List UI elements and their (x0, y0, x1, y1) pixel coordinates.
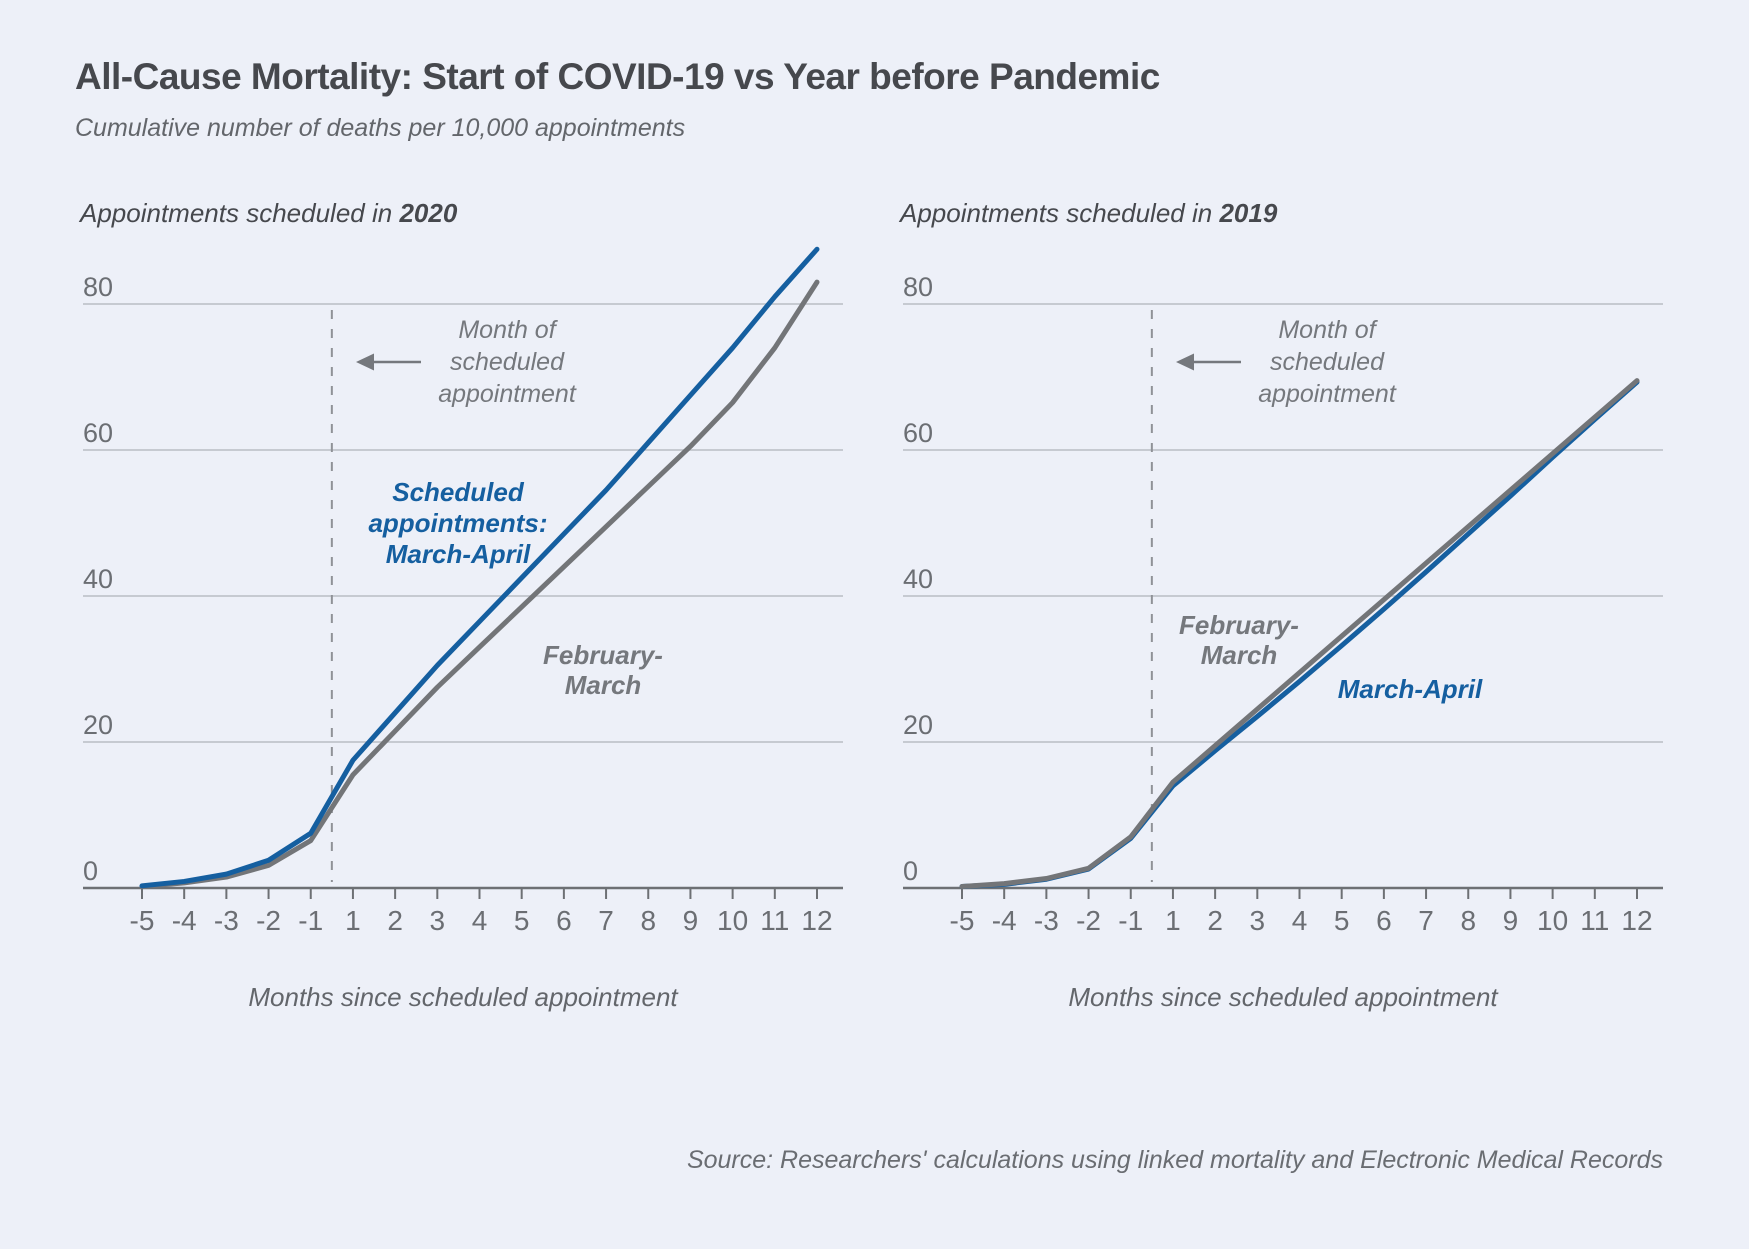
y-tick-label: 20 (83, 710, 113, 740)
series-label-february-march: February- March (543, 640, 663, 700)
y-tick-label: 60 (83, 418, 113, 448)
x-tick-label: 5 (1334, 905, 1350, 936)
x-tick-label: 4 (1292, 905, 1308, 936)
x-tick-label: -3 (1034, 905, 1059, 936)
x-tick-label: 12 (1621, 905, 1652, 936)
x-axis-title: Months since scheduled appointment (248, 982, 678, 1012)
y-tick-label: 80 (903, 272, 933, 302)
arrow-left-icon (1176, 353, 1194, 371)
x-tick-label: -5 (950, 905, 975, 936)
panel-title-prefix: Appointments scheduled in (80, 198, 400, 228)
y-tick-label: 60 (903, 418, 933, 448)
x-tick-label: 11 (760, 905, 789, 936)
source-note: Source: Researchers' calculations using … (686, 1146, 1663, 1174)
figure-subtitle: Cumulative number of deaths per 10,000 a… (75, 114, 686, 142)
x-tick-label: -2 (256, 905, 281, 936)
x-tick-label: 1 (345, 905, 361, 936)
series-line-gray (139, 279, 820, 890)
x-tick-label: 8 (640, 905, 656, 936)
arrow-left-icon (356, 353, 374, 371)
x-tick-label: 10 (1537, 905, 1568, 936)
y-tick-label: 40 (903, 564, 933, 594)
panel-title-2020: Appointments scheduled in 2020 (80, 198, 457, 229)
x-tick-label: -4 (172, 905, 197, 936)
panel-title-prefix: Appointments scheduled in (900, 198, 1220, 228)
series-label-february-march: February- March (1179, 610, 1299, 670)
x-tick-label: 3 (430, 905, 446, 936)
series-line-gray (959, 378, 1640, 890)
panel-title-year: 2020 (399, 198, 458, 228)
scheduled-month-annotation: Month of scheduled appointment (438, 316, 576, 408)
x-tick-label: 8 (1460, 905, 1476, 936)
x-tick-label: -3 (214, 905, 239, 936)
panel-2019: Appointments scheduled in 2019 0 20 40 60 80… (895, 185, 1685, 1065)
x-tick-label: 7 (1418, 905, 1434, 936)
x-axis-title: Months since scheduled appointment (1068, 982, 1498, 1012)
figure-title: All-Cause Mortality: Start of COVID-19 v… (75, 56, 1160, 97)
panel-2020: Appointments scheduled in 2020 0 20 40 60 80… (75, 185, 865, 1065)
x-tick-label: 2 (1207, 905, 1223, 936)
panel-title-2019: Appointments scheduled in 2019 (900, 198, 1277, 229)
y-tick-label: 0 (83, 856, 98, 886)
x-tick-label: -1 (1118, 905, 1143, 936)
series-line-blue (139, 246, 820, 889)
x-tick-label: 9 (1503, 905, 1519, 936)
x-tick-label: 5 (514, 905, 530, 936)
x-tick-label: 6 (556, 905, 572, 936)
series-label-march-april: March-April (1337, 674, 1483, 704)
y-tick-label: 20 (903, 710, 933, 740)
scheduled-month-annotation: Month of scheduled appointment (1258, 316, 1396, 408)
x-tick-label: 2 (387, 905, 403, 936)
x-tick-label: -2 (1076, 905, 1101, 936)
x-tick-label: 6 (1376, 905, 1392, 936)
x-tick-label: 1 (1165, 905, 1181, 936)
x-tick-label: -5 (130, 905, 155, 936)
y-tick-label: 40 (83, 564, 113, 594)
x-tick-label: -4 (992, 905, 1017, 936)
panel-title-year: 2019 (1219, 198, 1278, 228)
x-tick-label: -1 (298, 905, 323, 936)
x-tick-label: 10 (717, 905, 748, 936)
y-tick-label: 80 (83, 272, 113, 302)
x-tick-label: 12 (801, 905, 832, 936)
x-tick-label: 9 (683, 905, 699, 936)
x-tick-label: 7 (598, 905, 614, 936)
series-label-march-april: Scheduled appointments: March-April (368, 477, 548, 569)
y-tick-label: 0 (903, 856, 918, 886)
x-tick-label: 3 (1250, 905, 1266, 936)
x-tick-label: 11 (1580, 905, 1609, 936)
x-tick-label: 4 (472, 905, 488, 936)
